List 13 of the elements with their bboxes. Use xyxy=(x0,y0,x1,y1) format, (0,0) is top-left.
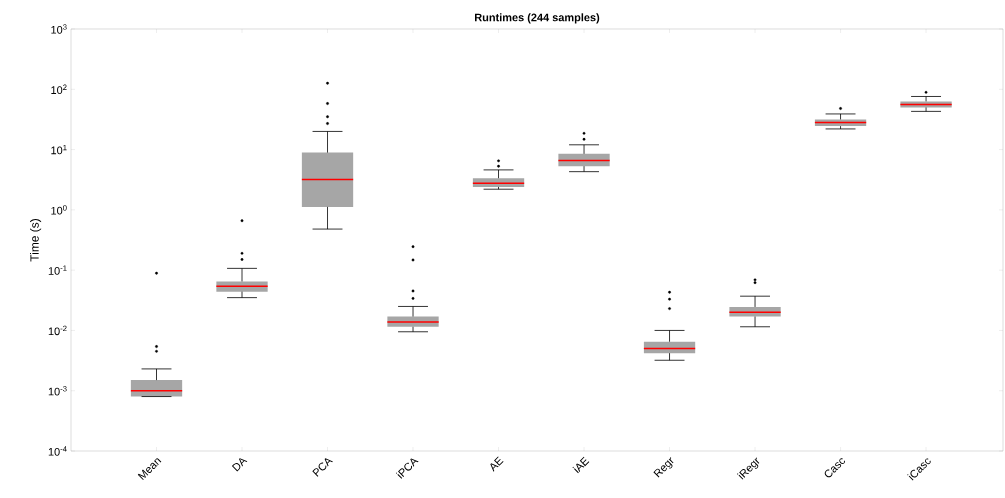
y-axis-title: Time (s) xyxy=(30,219,42,262)
chart-title: Runtimes (244 samples) xyxy=(475,13,600,24)
y-tick-label: 10$^{1}$ xyxy=(51,144,67,155)
x-tick-label: AE xyxy=(490,456,504,472)
y-tick-label: 10$^{2}$ xyxy=(51,84,67,94)
y-tick-label: 10$^{0}$ xyxy=(51,205,67,215)
y-tick-label: 10$^{-2}$ xyxy=(48,325,67,336)
y-tick-label: 10$^{3}$ xyxy=(51,24,67,34)
x-tick-label: DA xyxy=(231,458,248,472)
y-tick-label: 10$^{-1}$ xyxy=(48,265,67,275)
y-tick-label: 10$^{-4}$ xyxy=(48,446,67,456)
y-tick-label: 10$^{-3}$ xyxy=(48,386,67,396)
x-tick-label: iAE xyxy=(572,456,590,474)
